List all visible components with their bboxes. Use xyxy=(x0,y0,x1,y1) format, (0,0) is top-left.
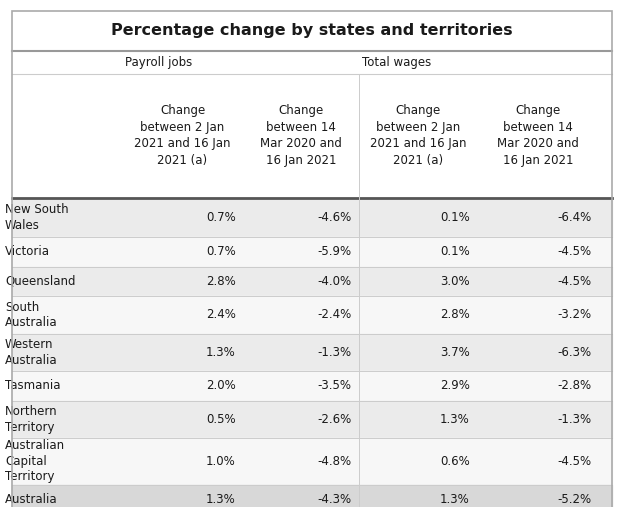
Text: -4.8%: -4.8% xyxy=(317,455,351,468)
Text: -1.3%: -1.3% xyxy=(317,346,351,359)
Bar xyxy=(12,198,612,237)
Text: 2.4%: 2.4% xyxy=(206,308,236,321)
Text: 3.0%: 3.0% xyxy=(441,275,470,288)
Text: 1.3%: 1.3% xyxy=(206,346,236,359)
Text: -1.3%: -1.3% xyxy=(557,413,592,426)
Text: Total wages: Total wages xyxy=(362,56,431,68)
Text: 2.8%: 2.8% xyxy=(440,308,470,321)
Text: 0.7%: 0.7% xyxy=(206,245,236,259)
Text: 0.6%: 0.6% xyxy=(440,455,470,468)
Text: -5.9%: -5.9% xyxy=(317,245,351,259)
Text: -4.5%: -4.5% xyxy=(557,455,592,468)
Text: 1.3%: 1.3% xyxy=(440,413,470,426)
Text: New South
Wales: New South Wales xyxy=(5,203,69,232)
Text: Tasmania: Tasmania xyxy=(5,379,61,392)
Text: -4.5%: -4.5% xyxy=(557,245,592,259)
Text: 2.8%: 2.8% xyxy=(206,275,236,288)
Bar xyxy=(12,51,612,74)
Text: 0.7%: 0.7% xyxy=(206,211,236,224)
Bar xyxy=(12,267,612,296)
Text: -3.5%: -3.5% xyxy=(318,379,351,392)
Text: -4.6%: -4.6% xyxy=(317,211,351,224)
Text: 1.0%: 1.0% xyxy=(206,455,236,468)
Bar xyxy=(12,334,612,371)
Bar xyxy=(12,11,612,51)
Text: -5.2%: -5.2% xyxy=(557,493,592,506)
Bar xyxy=(12,485,612,507)
Text: Queensland: Queensland xyxy=(5,275,76,288)
Bar xyxy=(12,371,612,401)
Text: 2.9%: 2.9% xyxy=(440,379,470,392)
Text: -2.8%: -2.8% xyxy=(557,379,592,392)
Text: -4.0%: -4.0% xyxy=(317,275,351,288)
Text: -4.5%: -4.5% xyxy=(557,275,592,288)
Text: Australian
Capital
Territory: Australian Capital Territory xyxy=(5,440,65,483)
Text: Western
Australia: Western Australia xyxy=(5,338,57,367)
Text: Victoria: Victoria xyxy=(5,245,50,259)
Text: -3.2%: -3.2% xyxy=(557,308,592,321)
Text: -6.4%: -6.4% xyxy=(557,211,592,224)
Text: 0.1%: 0.1% xyxy=(440,211,470,224)
Text: Change
between 14
Mar 2020 and
16 Jan 2021: Change between 14 Mar 2020 and 16 Jan 20… xyxy=(260,104,342,167)
Text: 0.5%: 0.5% xyxy=(207,413,236,426)
Text: -6.3%: -6.3% xyxy=(557,346,592,359)
Bar xyxy=(12,74,612,198)
Text: Northern
Territory: Northern Territory xyxy=(5,405,57,433)
Bar xyxy=(12,296,612,334)
Bar xyxy=(12,401,612,438)
Text: -4.3%: -4.3% xyxy=(317,493,351,506)
Text: Change
between 2 Jan
2021 and 16 Jan
2021 (a): Change between 2 Jan 2021 and 16 Jan 202… xyxy=(370,104,466,167)
Text: -2.4%: -2.4% xyxy=(317,308,351,321)
Text: Australia: Australia xyxy=(5,493,57,506)
Text: -2.6%: -2.6% xyxy=(317,413,351,426)
Bar xyxy=(12,237,612,267)
Text: Change
between 2 Jan
2021 and 16 Jan
2021 (a): Change between 2 Jan 2021 and 16 Jan 202… xyxy=(134,104,231,167)
Text: South
Australia: South Australia xyxy=(5,301,57,329)
Text: Payroll jobs: Payroll jobs xyxy=(125,56,192,68)
Text: 3.7%: 3.7% xyxy=(440,346,470,359)
Text: 2.0%: 2.0% xyxy=(206,379,236,392)
Text: 1.3%: 1.3% xyxy=(440,493,470,506)
Text: Percentage change by states and territories: Percentage change by states and territor… xyxy=(111,23,513,39)
Text: 1.3%: 1.3% xyxy=(206,493,236,506)
Bar xyxy=(12,438,612,485)
Text: 0.1%: 0.1% xyxy=(440,245,470,259)
Text: Change
between 14
Mar 2020 and
16 Jan 2021: Change between 14 Mar 2020 and 16 Jan 20… xyxy=(497,104,579,167)
